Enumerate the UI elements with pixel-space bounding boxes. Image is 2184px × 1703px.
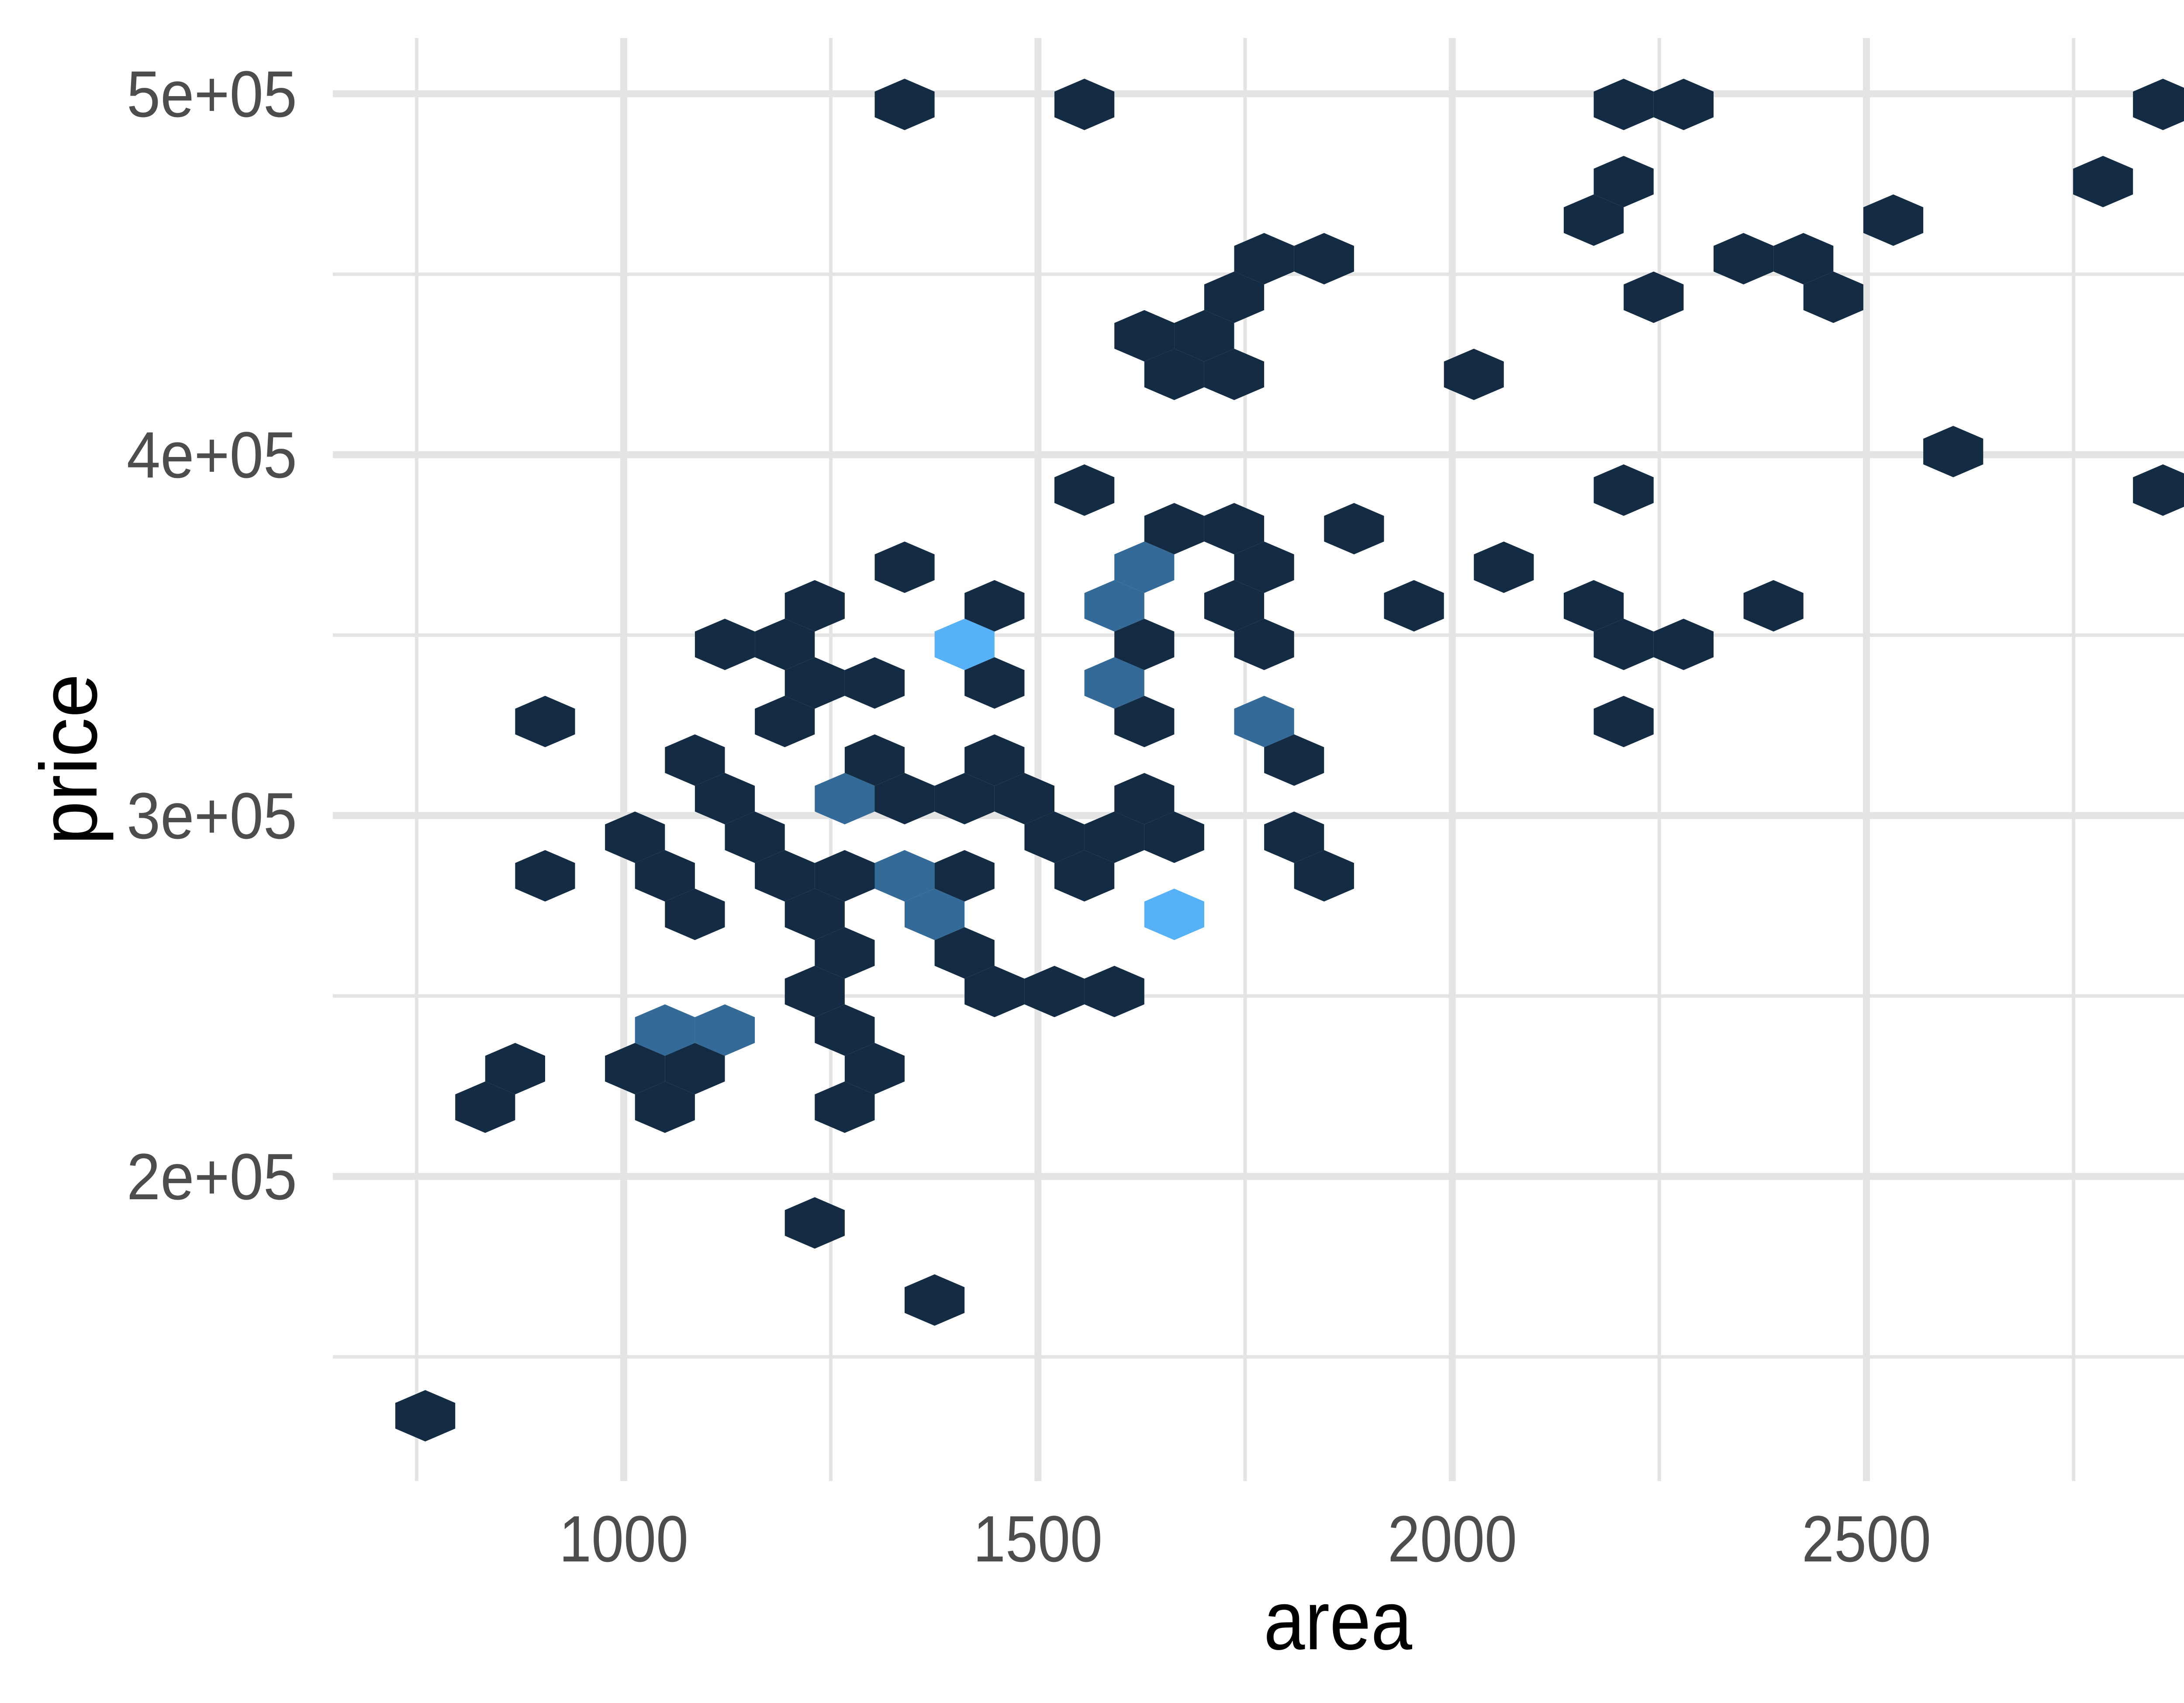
svg-text:3e+05: 3e+05 (127, 779, 297, 852)
svg-text:area: area (1264, 1573, 1412, 1667)
svg-text:5e+05: 5e+05 (127, 57, 297, 131)
svg-text:4e+05: 4e+05 (127, 418, 297, 492)
svg-text:2500: 2500 (1802, 1502, 1931, 1575)
svg-text:1500: 1500 (973, 1502, 1102, 1575)
svg-text:price: price (24, 674, 114, 845)
svg-text:2e+05: 2e+05 (127, 1140, 297, 1213)
svg-text:2000: 2000 (1388, 1502, 1517, 1575)
svg-text:1000: 1000 (559, 1502, 688, 1575)
